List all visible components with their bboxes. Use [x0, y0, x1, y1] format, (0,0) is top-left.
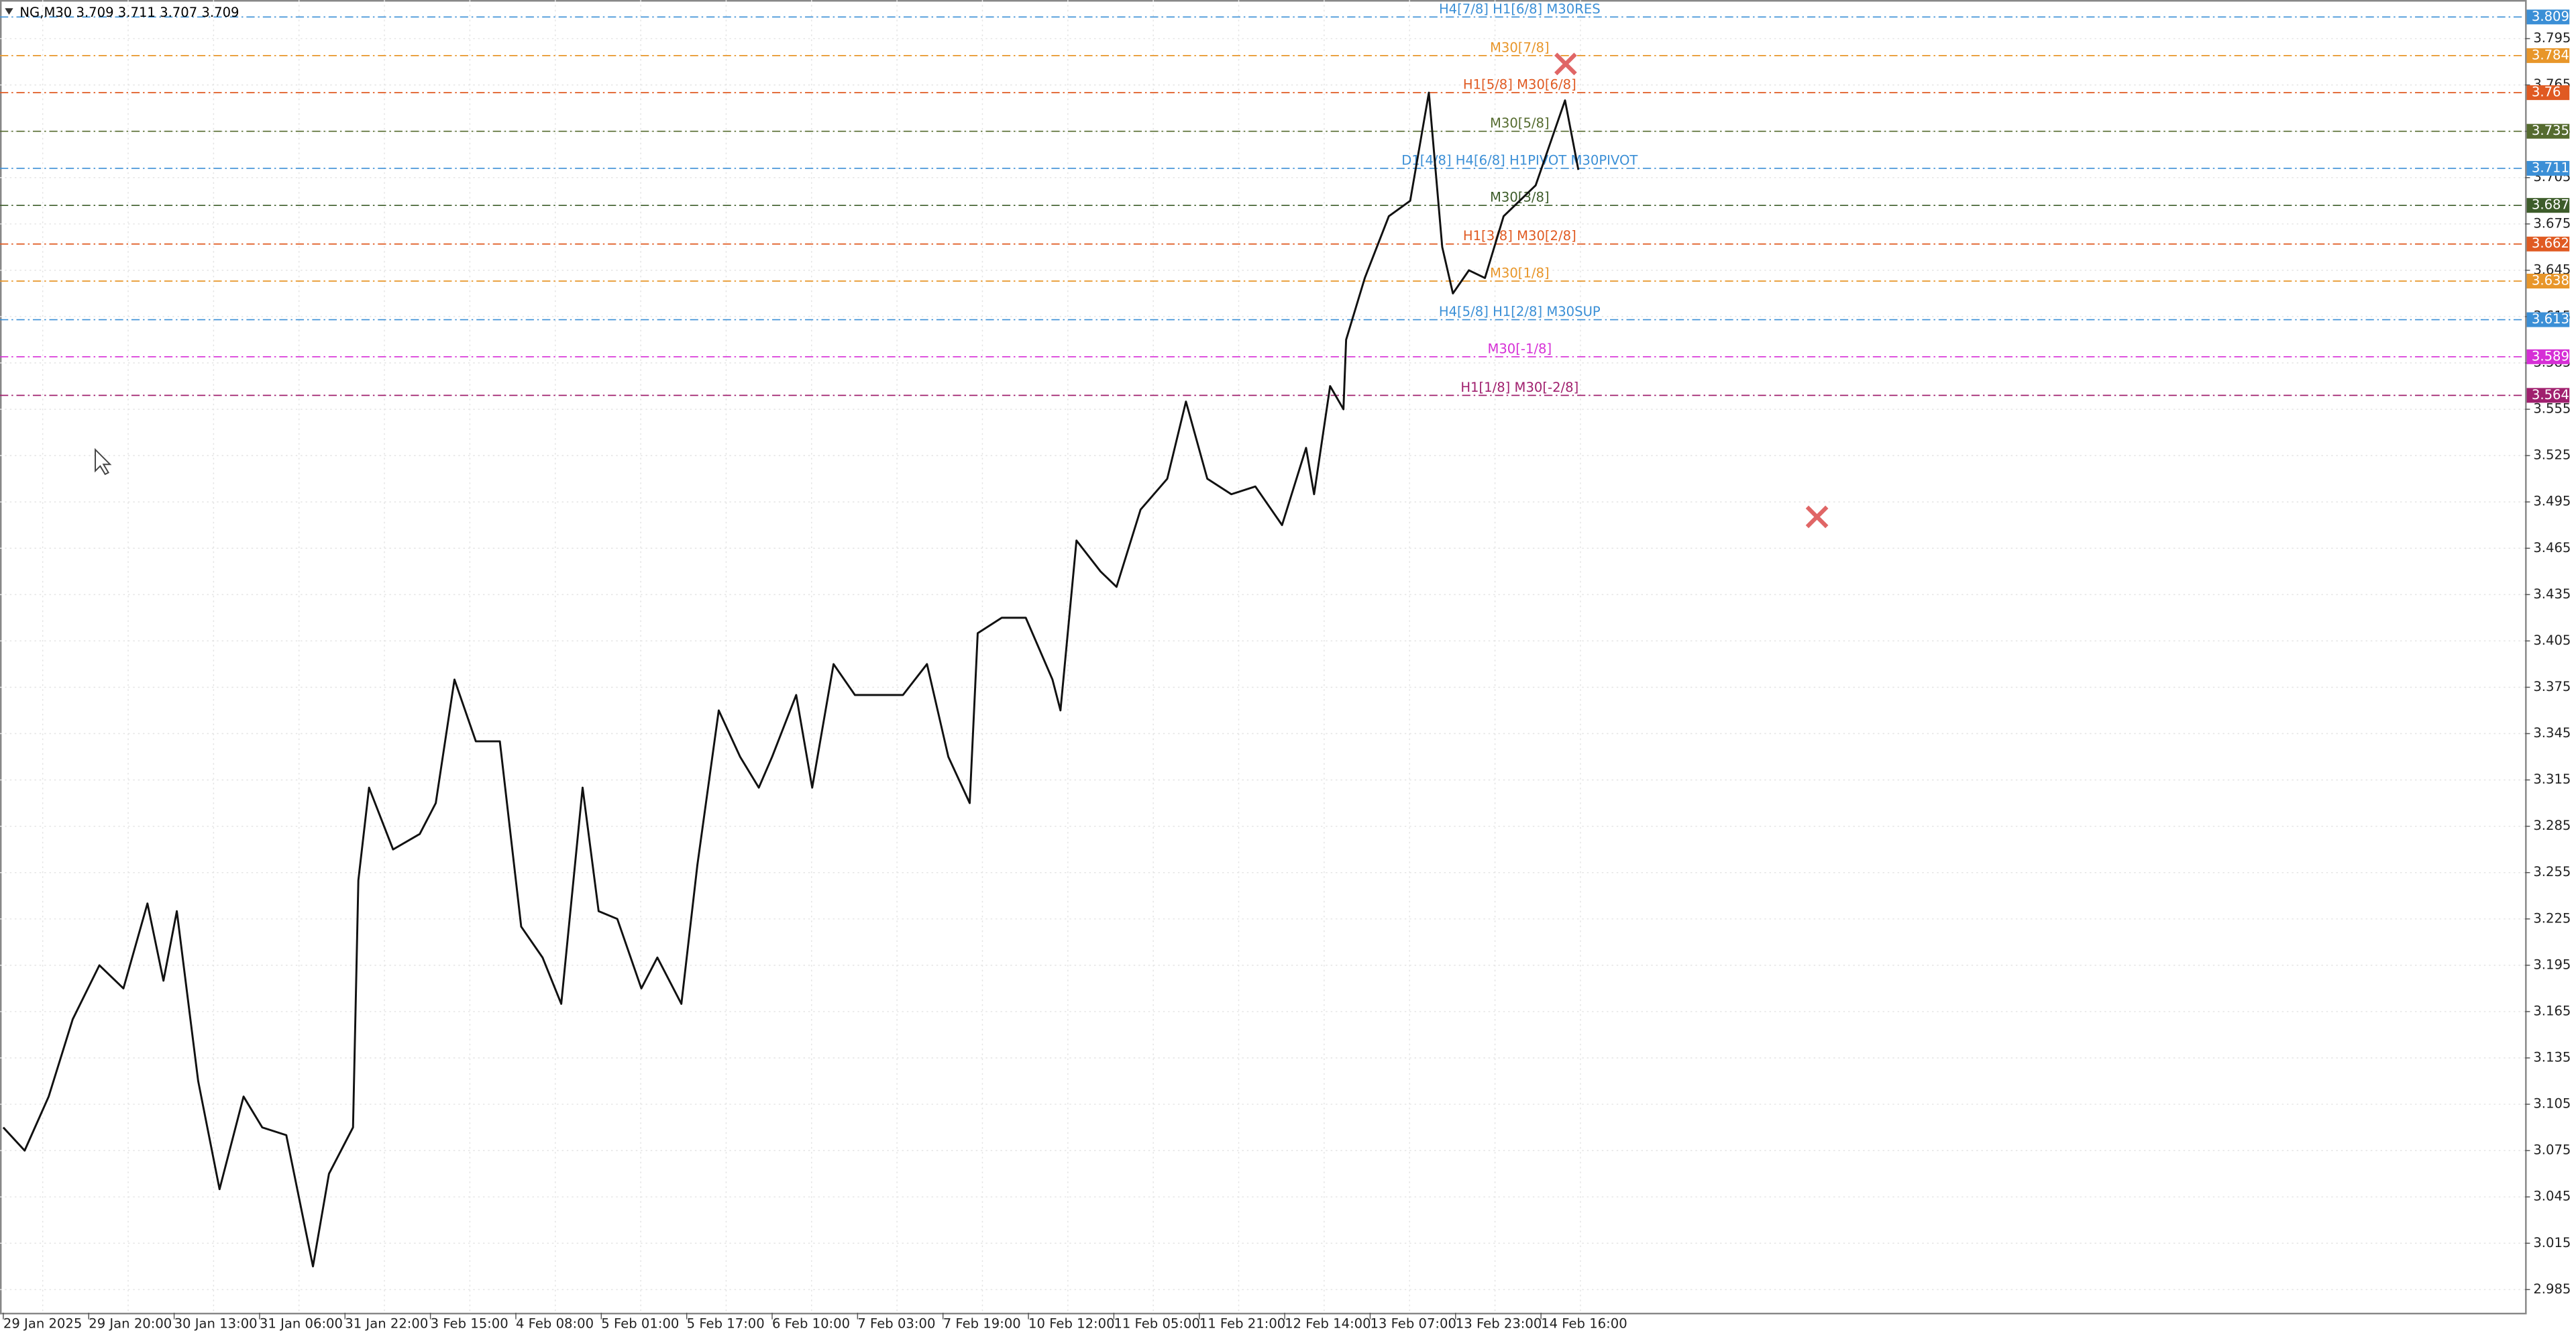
level-label: H1[1/8] M30[-2/8] [1460, 380, 1578, 395]
x-tick-label: 6 Feb 10:00 [772, 1316, 850, 1331]
price-tag [2526, 160, 2570, 176]
y-tick-label: 3.045 [2533, 1189, 2571, 1204]
plot-frame [0, 0, 2527, 1315]
x-tick-label: 5 Feb 01:00 [601, 1316, 679, 1331]
price-tag-label: 3.564 [2532, 387, 2569, 403]
x-tick-label: 29 Jan 20:00 [89, 1316, 172, 1331]
price-tag-label: 3.638 [2532, 273, 2569, 288]
x-tick-label: 7 Feb 03:00 [857, 1316, 935, 1331]
y-tick-label: 3.345 [2533, 725, 2571, 741]
y-tick-label: 3.555 [2533, 401, 2571, 417]
y-tick-label: 3.465 [2533, 540, 2571, 555]
y-tick-label: 3.525 [2533, 447, 2571, 463]
price-tag-label: 3.613 [2532, 311, 2569, 327]
price-tag-label: 3.76 [2532, 85, 2561, 100]
x-tick-label: 13 Feb 07:00 [1370, 1316, 1456, 1331]
price-tag [2526, 236, 2570, 252]
x-tick-label: 29 Jan 2025 [3, 1316, 82, 1331]
price-tag [2526, 312, 2570, 327]
price-tag-label: 3.809 [2532, 9, 2569, 24]
level-label: H4[5/8] H1[2/8] M30SUP [1439, 304, 1601, 319]
price-tag [2526, 198, 2570, 213]
x-tick-label: 31 Jan 06:00 [260, 1316, 343, 1331]
y-tick-label: 3.225 [2533, 910, 2571, 926]
x-tick-label: 7 Feb 19:00 [943, 1316, 1021, 1331]
price-tag [2526, 85, 2570, 101]
level-label: M30[3/8] [1490, 190, 1550, 205]
level-label: H4[7/8] H1[6/8] M30RES [1439, 1, 1601, 17]
menu-arrow[interactable] [5, 8, 13, 15]
x-tick-label: 11 Feb 21:00 [1199, 1316, 1286, 1331]
x-tick-label: 30 Jan 13:00 [174, 1316, 258, 1331]
price-tag-label: 3.589 [2532, 348, 2569, 364]
y-tick-label: 3.135 [2533, 1050, 2571, 1065]
price-tag [2526, 48, 2570, 63]
y-tick-label: 3.495 [2533, 494, 2571, 509]
level-label: M30[-1/8] [1487, 341, 1552, 356]
price-tag-label: 3.711 [2532, 160, 2569, 175]
y-tick-label: 3.195 [2533, 957, 2571, 972]
y-tick-label: 3.405 [2533, 633, 2571, 648]
y-tick-label: 3.015 [2533, 1235, 2571, 1250]
level-label: D1[4/8] H4[6/8] H1PIVOT M30PIVOT [1401, 152, 1638, 168]
y-tick-label: 3.255 [2533, 864, 2571, 879]
x-tick-label: 13 Feb 23:00 [1456, 1316, 1542, 1331]
price-tag [2526, 388, 2570, 403]
price-tag [2526, 273, 2570, 289]
y-tick-label: 3.675 [2533, 215, 2571, 231]
x-tick-label: 4 Feb 08:00 [516, 1316, 594, 1331]
mouse-cursor [95, 447, 112, 476]
y-tick-label: 3.165 [2533, 1003, 2571, 1018]
y-tick-label: 3.285 [2533, 818, 2571, 833]
level-label: M30[7/8] [1490, 40, 1550, 55]
price-tag-label: 3.662 [2532, 235, 2569, 251]
price-tag-label: 3.784 [2532, 47, 2569, 62]
price-tag [2526, 123, 2570, 139]
y-tick-label: 3.315 [2533, 771, 2571, 787]
price-line [2, 91, 1580, 1268]
x-tick-label: 10 Feb 12:00 [1028, 1316, 1115, 1331]
price-tag-label: 3.735 [2532, 123, 2569, 138]
x-tick-label: 5 Feb 17:00 [687, 1316, 765, 1331]
y-tick-label: 3.795 [2533, 30, 2571, 46]
y-tick-label: 3.645 [2533, 262, 2571, 277]
level-label: M30[5/8] [1490, 115, 1550, 131]
chart-title: NG,M30 3.709 3.711 3.707 3.709 [19, 5, 239, 20]
y-tick-label: 3.105 [2533, 1096, 2571, 1112]
level-label: H1[5/8] M30[6/8] [1463, 77, 1576, 93]
price-tag-label: 3.687 [2532, 197, 2569, 213]
level-label: M30[1/8] [1490, 265, 1550, 280]
level-label: H1[3/8] M30[2/8] [1463, 228, 1576, 244]
x-tick-label: 31 Jan 22:00 [345, 1316, 428, 1331]
y-tick-label: 2.985 [2533, 1281, 2571, 1297]
x-tick-label: 3 Feb 15:00 [431, 1316, 508, 1331]
x-tick-label: 11 Feb 05:00 [1114, 1316, 1200, 1331]
cross-marker [1805, 505, 1829, 529]
cross-marker [1554, 52, 1577, 76]
x-tick-label: 14 Feb 16:00 [1541, 1316, 1627, 1331]
price-tag [2526, 9, 2570, 25]
x-tick-label: 12 Feb 14:00 [1285, 1316, 1371, 1331]
y-tick-label: 3.075 [2533, 1142, 2571, 1158]
y-tick-label: 3.435 [2533, 586, 2571, 602]
price-tag [2526, 349, 2570, 364]
y-tick-label: 3.375 [2533, 679, 2571, 694]
